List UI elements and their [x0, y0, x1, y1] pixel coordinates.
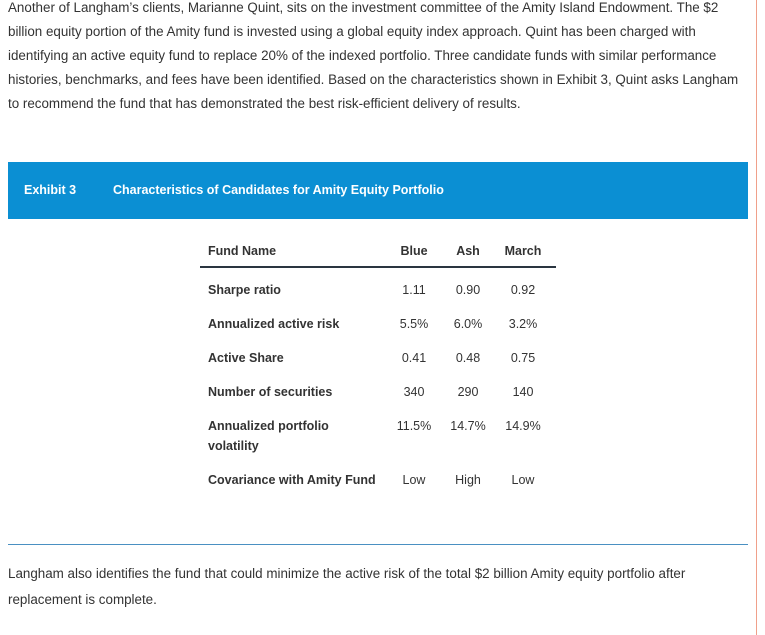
table-row: Sharpe ratio 1.11 0.90 0.92: [200, 267, 556, 302]
table-row: Covariance with Amity Fund Low High Low: [200, 458, 556, 512]
header-ash: Ash: [446, 238, 490, 268]
exhibit-number: Exhibit 3: [24, 183, 77, 197]
cell-ash: 0.90: [455, 283, 481, 297]
cell-blue: 5.5%: [399, 317, 429, 331]
table-header-row: Fund Name Blue Ash March: [200, 238, 556, 268]
cell-march: 14.9%: [505, 419, 541, 433]
table-row: Annualized active risk 5.5% 6.0% 3.2%: [200, 302, 556, 336]
exhibit-bottom-divider: [8, 544, 748, 545]
row-label: Active Share: [208, 351, 284, 365]
cell-march: Low: [511, 473, 535, 487]
table-row: Active Share 0.41 0.48 0.75: [200, 336, 556, 370]
exhibit-title: Characteristics of Candidates for Amity …: [113, 183, 444, 197]
row-label: Covariance with Amity Fund: [208, 473, 376, 487]
exhibit-table-container: Fund Name Blue Ash March Sharpe ratio 1.…: [200, 238, 556, 512]
row-label: Annualized active risk: [208, 317, 340, 331]
row-label: Number of securities: [208, 385, 333, 399]
cell-blue: 0.41: [401, 351, 427, 365]
intro-paragraph: Another of Langham’s clients, Marianne Q…: [8, 0, 739, 111]
cell-blue: 1.11: [402, 283, 426, 297]
cell-ash: High: [455, 473, 481, 487]
cell-ash: 290: [457, 385, 479, 399]
cell-march: 140: [512, 385, 534, 399]
header-fund-name: Fund Name: [200, 238, 382, 268]
cell-march: 0.92: [510, 283, 536, 297]
fund-characteristics-table: Fund Name Blue Ash March Sharpe ratio 1.…: [200, 238, 556, 512]
cell-ash: 6.0%: [453, 317, 483, 331]
exhibit-header-band: Exhibit 3 Characteristics of Candidates …: [8, 162, 748, 219]
row-label: Annualized portfolio volatility: [208, 419, 329, 453]
cell-ash: 14.7%: [450, 419, 486, 433]
outro-paragraph: Langham also identifies the fund that co…: [8, 566, 686, 607]
page-right-border: [756, 0, 757, 635]
row-label: Sharpe ratio: [208, 283, 281, 297]
cell-march: 3.2%: [508, 317, 538, 331]
table-row: Number of securities 340 290 140: [200, 370, 556, 404]
cell-march: 0.75: [510, 351, 536, 365]
cell-ash: 0.48: [455, 351, 481, 365]
cell-blue: 340: [403, 385, 425, 399]
cell-blue: Low: [402, 473, 426, 487]
table-row: Annualized portfolio volatility 11.5% 14…: [200, 404, 556, 458]
header-blue: Blue: [382, 238, 446, 268]
cell-blue: 11.5%: [396, 419, 432, 433]
header-march: March: [490, 238, 556, 268]
